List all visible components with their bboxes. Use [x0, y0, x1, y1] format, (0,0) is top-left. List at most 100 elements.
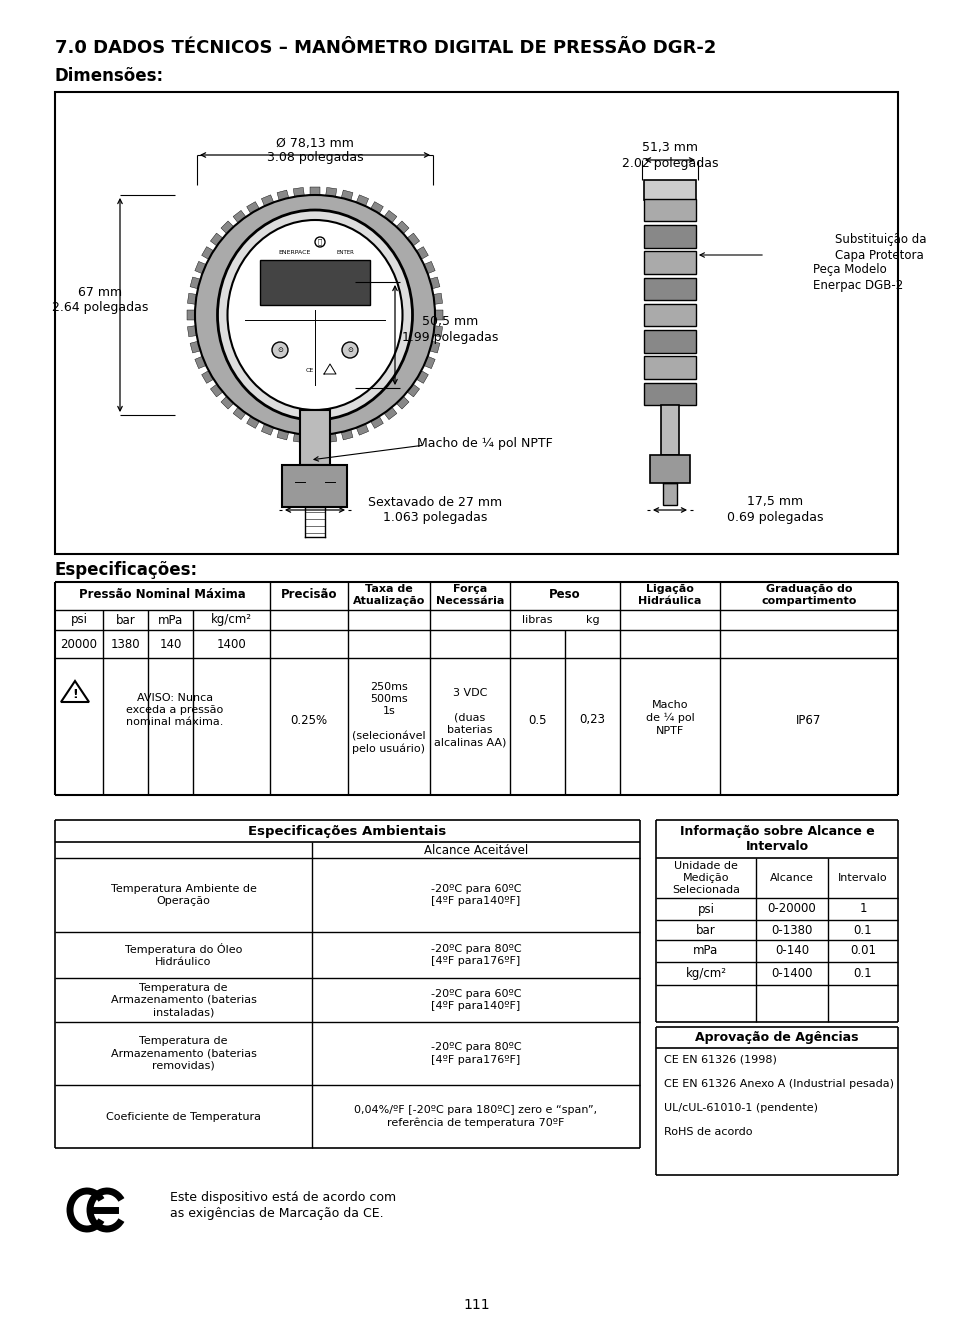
Polygon shape	[261, 424, 274, 436]
Text: mPa: mPa	[157, 613, 183, 627]
Text: -20ºC para 80ºC
[4ºF para176ºF]: -20ºC para 80ºC [4ºF para176ºF]	[430, 943, 520, 966]
Text: psi: psi	[71, 613, 88, 627]
Polygon shape	[276, 190, 289, 200]
Polygon shape	[407, 383, 419, 397]
Text: 0-1400: 0-1400	[770, 967, 812, 981]
Text: ⏻: ⏻	[317, 239, 322, 246]
Polygon shape	[433, 294, 442, 305]
Polygon shape	[429, 341, 439, 353]
Text: Taxa de
Atualização: Taxa de Atualização	[353, 584, 425, 607]
Text: bar: bar	[115, 613, 135, 627]
Text: 1400: 1400	[216, 637, 246, 651]
Text: Peso: Peso	[549, 588, 580, 601]
Polygon shape	[433, 326, 442, 337]
Bar	[643, 251, 696, 274]
Polygon shape	[423, 262, 435, 274]
Text: Ligação
Hidráulica: Ligação Hidráulica	[638, 584, 701, 607]
Text: Macho de ¼ pol NPTF: Macho de ¼ pol NPTF	[416, 437, 553, 449]
Polygon shape	[355, 195, 368, 206]
Polygon shape	[221, 397, 233, 409]
Text: 0.1: 0.1	[853, 967, 871, 981]
Circle shape	[194, 195, 435, 436]
Text: 0.1: 0.1	[853, 923, 871, 937]
Text: Pressão Nominal Máxima: Pressão Nominal Máxima	[79, 588, 246, 601]
Polygon shape	[293, 433, 304, 442]
Polygon shape	[261, 195, 274, 206]
Bar	[260, 261, 370, 305]
Text: 0,23: 0,23	[578, 713, 605, 727]
Bar	[643, 226, 696, 247]
Text: 51,3 mm: 51,3 mm	[641, 142, 698, 155]
Text: Coeficiente de Temperatura: Coeficiente de Temperatura	[106, 1112, 261, 1121]
Polygon shape	[201, 370, 213, 383]
Text: 1.063 polegadas: 1.063 polegadas	[382, 510, 487, 524]
Polygon shape	[429, 277, 439, 289]
Text: -20ºC para 60ºC
[4ºF para140ºF]: -20ºC para 60ºC [4ºF para140ºF]	[431, 989, 520, 1011]
Polygon shape	[187, 326, 196, 337]
Text: ENTER: ENTER	[335, 250, 354, 254]
Text: Intervalo: Intervalo	[838, 872, 887, 883]
Text: 2.02 polegadas: 2.02 polegadas	[621, 156, 718, 170]
Text: 7.0 DADOS TÉCNICOS – MANÔMETRO DIGITAL DE PRESSÃO DGR-2: 7.0 DADOS TÉCNICOS – MANÔMETRO DIGITAL D…	[55, 39, 716, 57]
Bar	[55, 92, 897, 554]
Text: CE EN 61326 (1998): CE EN 61326 (1998)	[663, 1055, 776, 1065]
Polygon shape	[276, 430, 289, 440]
Polygon shape	[341, 430, 353, 440]
Text: 250ms
500ms
1s

(selecionável
pelo usuário): 250ms 500ms 1s (selecionável pelo usuári…	[352, 681, 425, 755]
Bar	[299, 410, 330, 465]
Polygon shape	[190, 277, 200, 289]
Text: 0-20000: 0-20000	[767, 903, 816, 915]
Text: kg: kg	[585, 615, 598, 625]
Bar	[643, 180, 696, 200]
Text: 3.08 polegadas: 3.08 polegadas	[267, 151, 363, 164]
Polygon shape	[293, 187, 304, 196]
Text: 0.01: 0.01	[849, 945, 875, 958]
Text: Macho
de ¼ pol
NPTF: Macho de ¼ pol NPTF	[645, 700, 694, 736]
Bar	[643, 382, 696, 405]
Text: !: !	[72, 688, 78, 701]
Polygon shape	[395, 220, 409, 234]
Text: Aprovação de Agências: Aprovação de Agências	[695, 1030, 858, 1043]
Polygon shape	[190, 341, 200, 353]
Ellipse shape	[217, 210, 412, 420]
Polygon shape	[233, 210, 246, 223]
Text: Sextavado de 27 mm: Sextavado de 27 mm	[368, 496, 501, 509]
Text: 17,5 mm: 17,5 mm	[746, 496, 802, 509]
Text: Temperatura de
Armazenamento (baterias
instaladas): Temperatura de Armazenamento (baterias i…	[111, 982, 256, 1018]
Bar	[643, 278, 696, 301]
Bar	[662, 484, 677, 505]
Polygon shape	[384, 407, 396, 420]
Bar	[649, 456, 689, 484]
Text: AVISO: Nunca
exceda a pressão
nominal máxima.: AVISO: Nunca exceda a pressão nominal má…	[126, 692, 223, 727]
Text: 0-140: 0-140	[774, 945, 808, 958]
Polygon shape	[416, 370, 428, 383]
Text: Precisão: Precisão	[280, 588, 337, 601]
Text: ⊙: ⊙	[276, 347, 283, 353]
Bar	[643, 330, 696, 353]
Text: Informação sobre Alcance e
Intervalo: Informação sobre Alcance e Intervalo	[679, 824, 874, 854]
Text: Graduação do
compartimento: Graduação do compartimento	[760, 584, 856, 607]
Text: 50,5 mm
1.99 polegadas: 50,5 mm 1.99 polegadas	[401, 315, 497, 345]
Polygon shape	[395, 397, 409, 409]
Polygon shape	[194, 262, 206, 274]
Polygon shape	[371, 417, 383, 429]
Bar	[282, 465, 347, 506]
Polygon shape	[61, 681, 89, 701]
Polygon shape	[341, 190, 353, 200]
Bar	[643, 199, 696, 222]
Circle shape	[272, 342, 288, 358]
Polygon shape	[233, 407, 246, 420]
Text: Dimensões:: Dimensões:	[55, 67, 164, 86]
Text: Ø 78,13 mm: Ø 78,13 mm	[275, 136, 354, 150]
Polygon shape	[247, 417, 259, 429]
Text: 1380: 1380	[111, 637, 140, 651]
Text: -20ºC para 80ºC
[4ºF para176ºF]: -20ºC para 80ºC [4ºF para176ºF]	[430, 1042, 520, 1065]
Text: Alcance Aceitável: Alcance Aceitável	[423, 843, 528, 856]
Text: 0.69 polegadas: 0.69 polegadas	[726, 510, 822, 524]
Text: 111: 111	[463, 1299, 490, 1312]
Text: ⊙: ⊙	[347, 347, 353, 353]
Text: mPa: mPa	[693, 945, 718, 958]
Text: IP67: IP67	[796, 713, 821, 727]
Circle shape	[341, 342, 357, 358]
Text: CE: CE	[306, 367, 314, 373]
